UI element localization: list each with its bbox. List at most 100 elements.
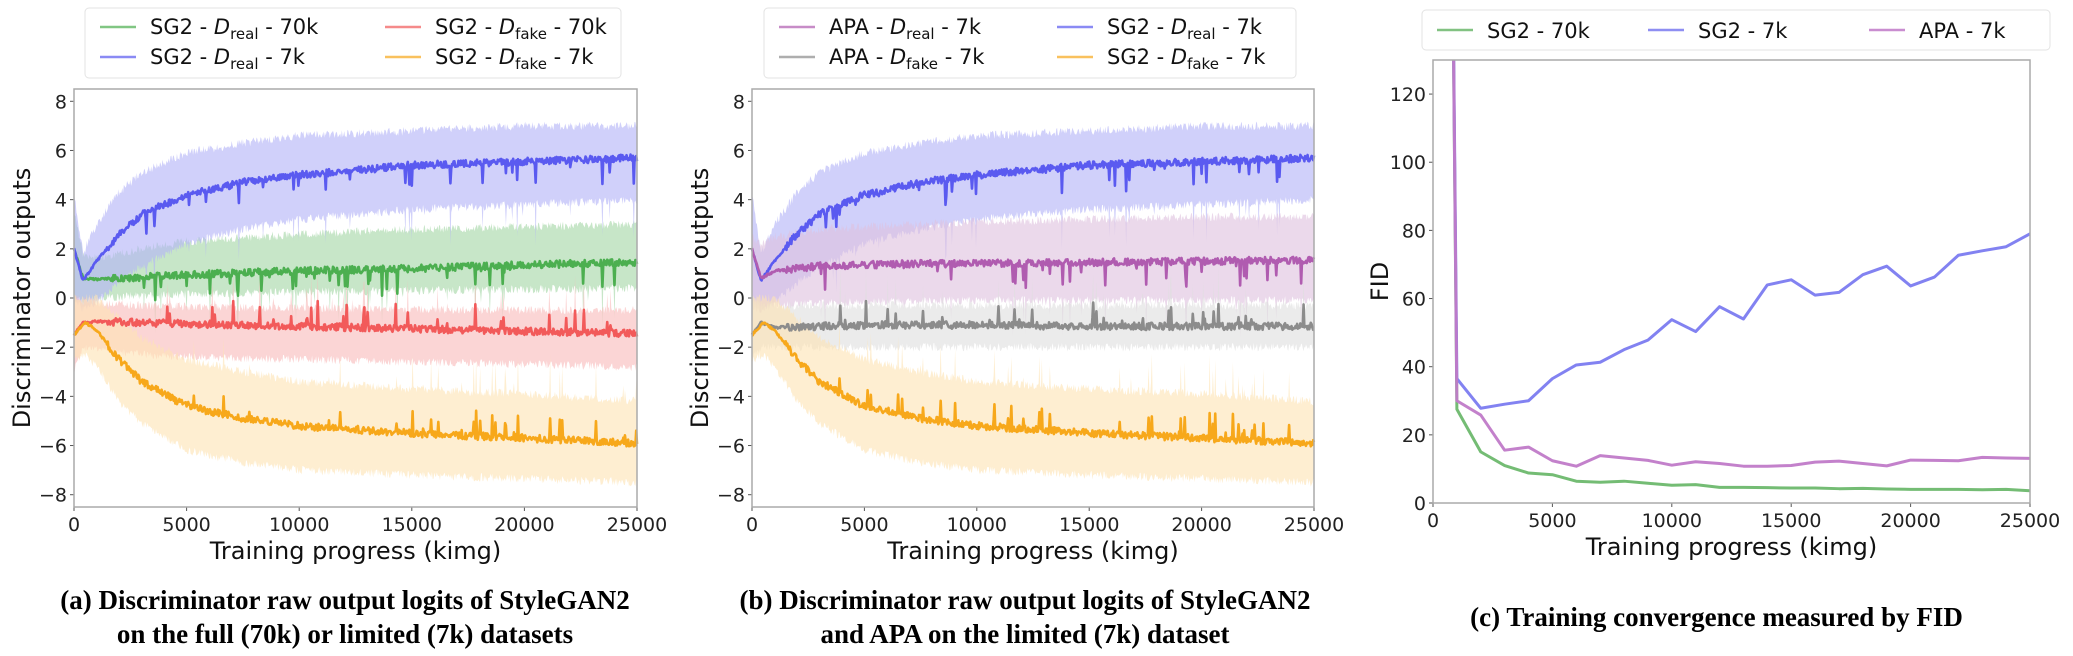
legend-label: SG2 - Dreal - 7k [150, 45, 306, 73]
legend-label: SG2 - Dreal - 70k [150, 15, 319, 43]
x-tick-label: 20000 [1171, 514, 1231, 536]
y-tick-label: 2 [733, 239, 745, 261]
y-tick-label: 6 [733, 140, 745, 162]
x-tick-label: 10000 [947, 514, 1007, 536]
caption-a: (a) Discriminator raw output logits of S… [0, 583, 690, 651]
y-tick-label: −6 [717, 436, 745, 458]
legend-label: SG2 - Dfake - 7k [435, 45, 594, 73]
x-tick-label: 20000 [1880, 510, 1940, 532]
x-tick-label: 20000 [494, 514, 554, 536]
caption-c: (c) Training convergence measured by FID [1360, 600, 2073, 634]
legend-item: SG2 - Dreal - 7k [1057, 15, 1263, 43]
chart-b-svg: 0 5000 10000 15000 20000 25000 −8 −6 −4 −2 0 2 4 6 8 Tr… [686, 7, 1344, 565]
legend-label: SG2 - Dfake - 7k [1107, 45, 1266, 73]
x-tick-label: 25000 [2000, 510, 2060, 532]
x-tick-label: 0 [746, 514, 758, 536]
band-sg2-d-real-7k [752, 121, 1314, 313]
y-tick-label: 0 [1414, 493, 1426, 515]
band-sg2-d-fake-70k [74, 270, 637, 375]
y-tick-label: 40 [1402, 357, 1426, 379]
legend-item: SG2 - 7k [1648, 19, 1788, 43]
y-tick-label: −8 [39, 485, 67, 507]
legend-label: APA - Dfake - 7k [829, 45, 985, 73]
caption-a-line-2: on the full (70k) or limited (7k) datase… [116, 619, 574, 649]
x-tick-label: 25000 [1284, 514, 1344, 536]
mean-lines [750, 153, 1316, 448]
legend-item: SG2 - Dfake - 70k [385, 15, 608, 43]
legend-item: SG2 - Dreal - 7k [100, 45, 306, 73]
fid-lines [1452, 60, 2030, 493]
legend-item: APA - Dreal - 7k [779, 15, 982, 43]
band-sg2-d-real-70k [74, 215, 637, 334]
band-apa-d-real-7k [752, 212, 1314, 338]
x-tick-label: 0 [1427, 510, 1439, 532]
y-tick-label: 8 [55, 91, 67, 113]
band-sg2-d-real-7k [74, 121, 637, 313]
mean-lines [72, 153, 639, 448]
x-tick-label: 25000 [607, 514, 667, 536]
panel-c-fid-convergence: 0 5000 10000 15000 20000 25000 0 20 40 60 80 100 120… [1360, 0, 2073, 656]
legend-frame [1421, 9, 2051, 51]
x-tick-label: 5000 [162, 514, 210, 536]
legend-item: SG2 - Dreal - 70k [100, 15, 319, 43]
legend-item: SG2 - Dfake - 7k [385, 45, 594, 73]
line-apa-7k [1452, 60, 2030, 468]
caption-b-line-1: (b) Discriminator raw output logits of S… [739, 585, 1311, 615]
x-tick-label: 15000 [382, 514, 442, 536]
y-tick-label: 4 [55, 190, 67, 212]
chart-c-svg: 0 5000 10000 15000 20000 25000 0 20 40 60 80 100 120… [1366, 9, 2060, 561]
legend-item: APA - 7k [1869, 19, 2006, 43]
legend-frame [763, 7, 1297, 79]
caption-c-line-1: (c) Training convergence measured by FID [1470, 602, 1963, 632]
panel-a-discriminator-logits-sg2: 0 5000 10000 15000 20000 25000 −8 −6 −4 −2 0 2 4 6 8 Tr… [0, 0, 690, 656]
line-sg2-70k [1452, 60, 2030, 493]
y-axis-label: FID [1366, 262, 1394, 301]
y-tick-label: 0 [733, 288, 745, 310]
y-tick-label: −2 [717, 337, 745, 359]
plot-frame [1432, 59, 2031, 504]
x-tick-label: 15000 [1761, 510, 1821, 532]
legend-label: SG2 - Dreal - 7k [1107, 15, 1263, 43]
y-tick-label: −2 [39, 337, 67, 359]
legend-item: APA - Dfake - 7k [779, 45, 985, 73]
y-tick-label: −4 [39, 386, 67, 408]
x-tick-label: 5000 [1528, 510, 1576, 532]
caption-b: (b) Discriminator raw output logits of S… [680, 583, 1370, 651]
line-apa-d-fake-7k [750, 299, 1315, 336]
line-apa-d-real-7k [750, 247, 1316, 291]
plot-frame [73, 88, 638, 508]
y-tick-label: 60 [1402, 289, 1426, 311]
legend: SG2 - 70k SG2 - 7k APA - 7k [1421, 9, 2051, 51]
caption-b-line-2: and APA on the limited (7k) dataset [820, 619, 1230, 649]
legend-frame [84, 7, 622, 79]
y-tick-label: 4 [733, 190, 745, 212]
x-axis-label: Training progress (kimg) [886, 537, 1178, 565]
legend-label: SG2 - 7k [1698, 19, 1788, 43]
legend-label: SG2 - 70k [1487, 19, 1591, 43]
x-tick-label: 10000 [1642, 510, 1702, 532]
line-sg2-d-fake-7k [751, 321, 1316, 448]
legend-item: SG2 - 70k [1437, 19, 1591, 43]
y-tick-label: 0 [55, 288, 67, 310]
line-sg2-d-real-70k [72, 248, 639, 302]
y-tick-label: 8 [733, 91, 745, 113]
line-sg2-7k [1452, 60, 2030, 410]
line-sg2-d-fake-70k [72, 299, 639, 338]
line-sg2-d-real-7k [750, 153, 1316, 282]
y-tick-label: −6 [39, 436, 67, 458]
legend-label: APA - Dreal - 7k [829, 15, 982, 43]
x-tick-label: 15000 [1059, 514, 1119, 536]
y-tick-label: 120 [1390, 84, 1426, 106]
y-axis-label: Discriminator outputs [8, 168, 36, 429]
y-tick-label: 20 [1402, 425, 1426, 447]
x-tick-label: 10000 [269, 514, 329, 536]
y-tick-label: −8 [717, 485, 745, 507]
y-tick-label: 6 [55, 140, 67, 162]
plot-frame [751, 88, 1315, 508]
x-axis-label: Training progress (kimg) [1585, 533, 1877, 561]
x-tick-label: 0 [68, 514, 80, 536]
chart-a-svg: 0 5000 10000 15000 20000 25000 −8 −6 −4 −2 0 2 4 6 8 Tr… [8, 7, 667, 565]
legend-label: SG2 - Dfake - 70k [435, 15, 608, 43]
